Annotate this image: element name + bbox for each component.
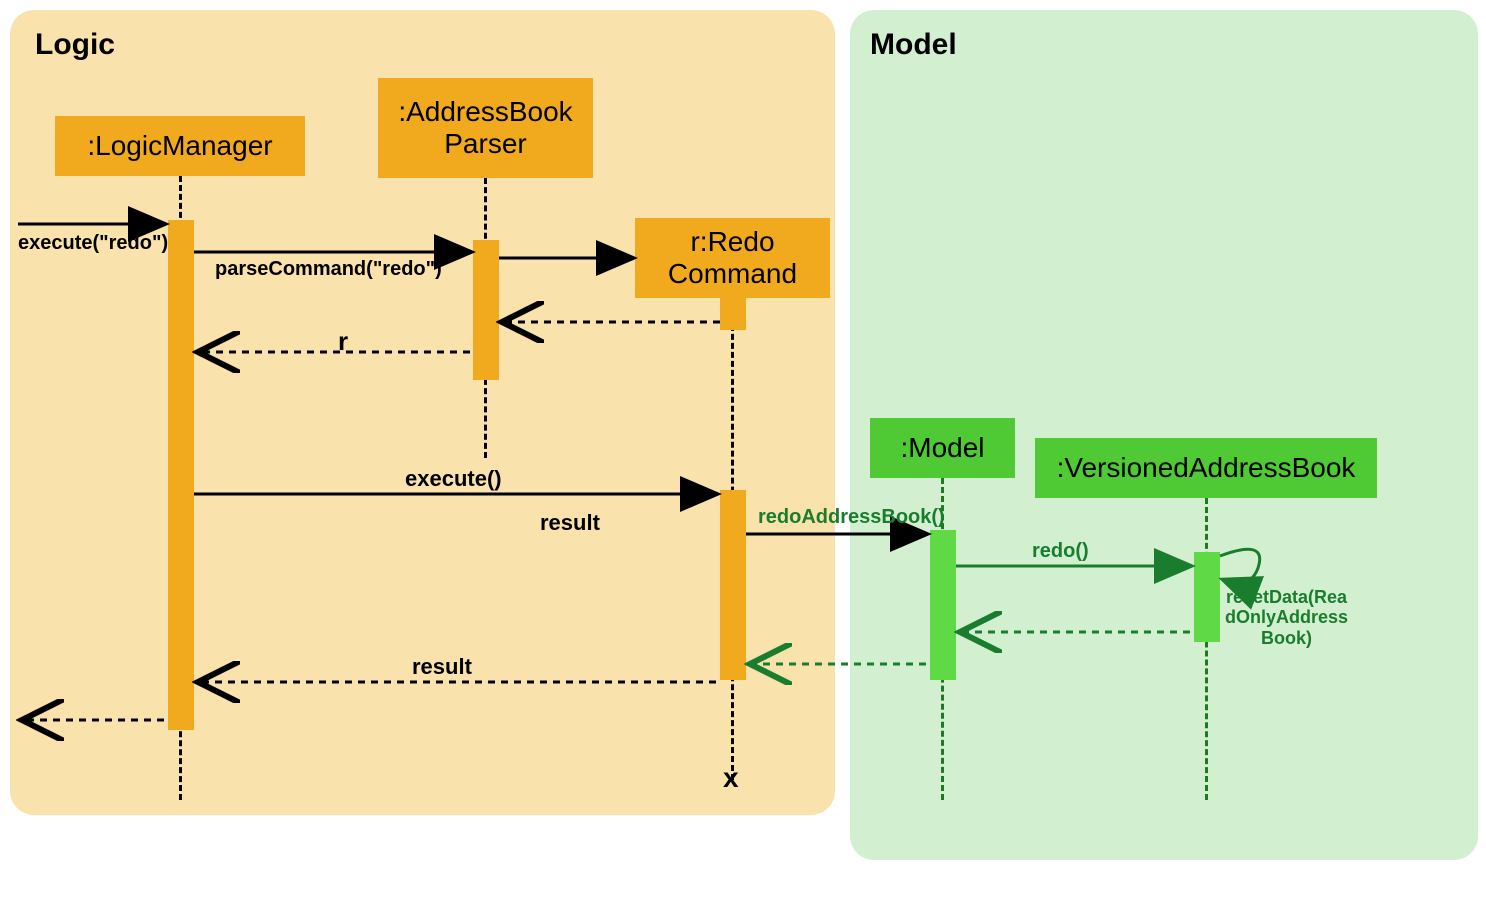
msg-redo: redo() [1032, 540, 1089, 563]
lifeline-parser: :AddressBook Parser [378, 78, 593, 178]
activation-vab [1194, 552, 1220, 642]
msg-resetdata: resetData(Rea dOnlyAddress Book) [1225, 566, 1348, 649]
activation-parser [473, 240, 499, 380]
logic-title: Logic [35, 28, 115, 62]
activation-model [930, 530, 956, 680]
lifeline-redocommand: r:Redo Command [635, 218, 830, 298]
msg-result1: result [540, 510, 600, 536]
msg-execute: execute() [405, 466, 502, 492]
lifeline-parser-label: :AddressBook Parser [398, 96, 572, 160]
msg-redoaddressbook: redoAddressBook() [758, 506, 945, 529]
msg-result2: result [412, 654, 472, 680]
activation-redocommand-2 [720, 490, 746, 680]
msg-r-return: r [338, 326, 348, 357]
destruction-x: x [723, 762, 739, 794]
msg-execute-redo: execute("redo") [18, 232, 168, 255]
activation-redocommand-1 [720, 298, 746, 330]
msg-resetdata-text: resetData(Rea dOnlyAddress Book) [1225, 587, 1348, 648]
lifeline-vab: :VersionedAddressBook [1035, 438, 1377, 498]
lifeline-redocommand-label: r:Redo Command [668, 226, 797, 290]
lifeline-logicmanager: :LogicManager [55, 116, 305, 176]
lifeline-model: :Model [870, 418, 1015, 478]
activation-logicmanager [168, 220, 194, 730]
msg-parsecommand: parseCommand("redo") [215, 258, 442, 281]
lifeline-vab-dash [1205, 498, 1208, 800]
model-title: Model [870, 28, 957, 62]
